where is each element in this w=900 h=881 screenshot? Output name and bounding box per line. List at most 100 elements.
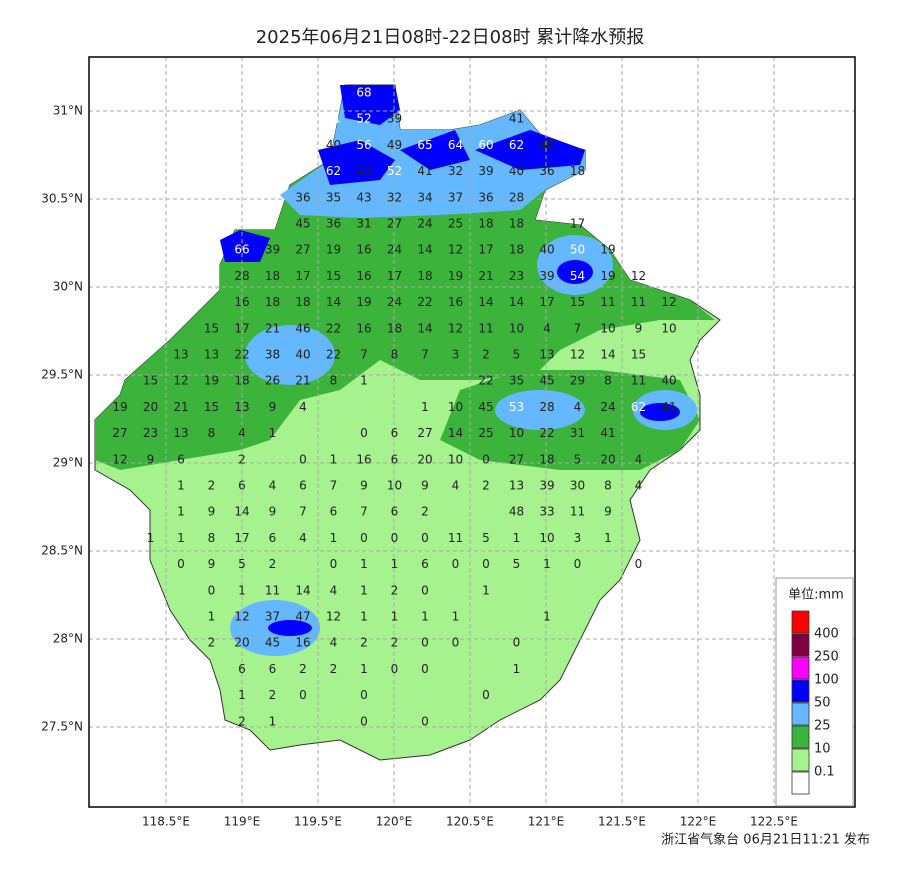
station-value: 6 [299, 479, 307, 493]
lon-label: 121°E [528, 815, 565, 829]
station-value: 36 [295, 190, 310, 204]
legend-swatch [791, 771, 810, 795]
station-value: 62 [326, 164, 341, 178]
station-value: 11 [600, 295, 615, 309]
station-value: 1 [269, 426, 277, 440]
station-value: 62 [509, 138, 524, 152]
station-value: 4 [452, 479, 460, 493]
legend-swatch [791, 633, 810, 657]
station-value: 4 [330, 583, 338, 597]
station-value: 17 [234, 321, 249, 335]
station-value: 54 [570, 269, 585, 283]
station-value: 14 [478, 295, 493, 309]
station-value: 22 [478, 374, 493, 388]
station-value: 2 [238, 714, 246, 728]
station-value: 46 [295, 321, 310, 335]
station-value: 0 [360, 688, 368, 702]
station-value: 51 [326, 112, 341, 126]
station-value: 2 [360, 636, 368, 650]
area-50 [475, 130, 585, 170]
station-value: 16 [448, 295, 463, 309]
area-50 [220, 230, 270, 262]
station-value: 8 [604, 479, 612, 493]
lat-label: 29.5°N [41, 368, 83, 382]
station-value: 26 [265, 374, 280, 388]
station-value: 0 [452, 557, 460, 571]
map-shapes [94, 84, 721, 761]
station-value: 18 [509, 243, 524, 257]
station-value: 2 [299, 662, 307, 676]
station-value: 5 [238, 557, 246, 571]
legend-label: 10 [814, 742, 831, 757]
station-value: 45 [478, 400, 493, 414]
station-value: 4 [299, 531, 307, 545]
station-value: 9 [269, 400, 277, 414]
legend-swatch [791, 679, 810, 703]
station-value: 19 [326, 243, 341, 257]
station-value: 4 [238, 426, 246, 440]
station-value: 0 [421, 662, 429, 676]
station-value: 28 [539, 400, 554, 414]
legend-label: 25 [814, 719, 831, 734]
station-value: 68 [356, 86, 371, 100]
station-value: 0 [482, 557, 490, 571]
lon-label: 121.5°E [598, 815, 646, 829]
station-value: 21 [265, 321, 280, 335]
station-value: 8 [604, 374, 612, 388]
station-value: 24 [600, 400, 615, 414]
station-value: 0 [482, 452, 490, 466]
station-value: 1 [421, 400, 429, 414]
station-value: 14 [234, 505, 249, 519]
station-value: 12 [631, 269, 646, 283]
station-value: 10 [661, 321, 676, 335]
station-value: 0 [299, 452, 307, 466]
station-value: 12 [112, 452, 127, 466]
station-value: 1 [360, 557, 368, 571]
station-value: 32 [387, 190, 402, 204]
station-value: 39 [478, 164, 493, 178]
station-value: 4 [330, 636, 338, 650]
lat-label: 31°N [53, 104, 83, 118]
station-value: 6 [177, 452, 185, 466]
station-value: 37 [448, 190, 463, 204]
station-value: 2 [391, 583, 399, 597]
station-value: 41 [509, 112, 524, 126]
lat-label: 29°N [53, 456, 83, 470]
station-value: 27 [112, 426, 127, 440]
station-value: 20 [600, 452, 615, 466]
station-value: 31 [570, 426, 585, 440]
station-value: 64 [448, 138, 463, 152]
station-value: 10 [387, 479, 402, 493]
station-value: 19 [600, 243, 615, 257]
station-value: 0 [421, 714, 429, 728]
area-50 [640, 403, 680, 421]
station-value: 48 [509, 505, 524, 519]
station-value: 9 [147, 452, 155, 466]
station-value: 13 [173, 426, 188, 440]
station-value: 10 [448, 452, 463, 466]
station-value: 28 [234, 269, 249, 283]
station-value: 27 [509, 452, 524, 466]
station-value: 5 [482, 531, 490, 545]
station-value: 11 [570, 505, 585, 519]
station-value: 14 [509, 295, 524, 309]
station-value: 0 [299, 688, 307, 702]
station-value: 0 [391, 531, 399, 545]
station-value: 22 [326, 348, 341, 362]
station-value: 6 [391, 452, 399, 466]
lat-label: 30.5°N [41, 192, 83, 206]
station-value: 2 [238, 452, 246, 466]
station-value: 40 [356, 164, 371, 178]
station-value: 27 [417, 426, 432, 440]
lat-label: 28.5°N [41, 544, 83, 558]
area-50 [340, 85, 400, 125]
station-value: 0 [360, 426, 368, 440]
station-value: 41 [661, 400, 676, 414]
station-value: 11 [478, 321, 493, 335]
station-value: 13 [173, 348, 188, 362]
station-value: 1 [360, 610, 368, 624]
station-value: 1 [177, 505, 185, 519]
station-value: 0 [635, 557, 643, 571]
